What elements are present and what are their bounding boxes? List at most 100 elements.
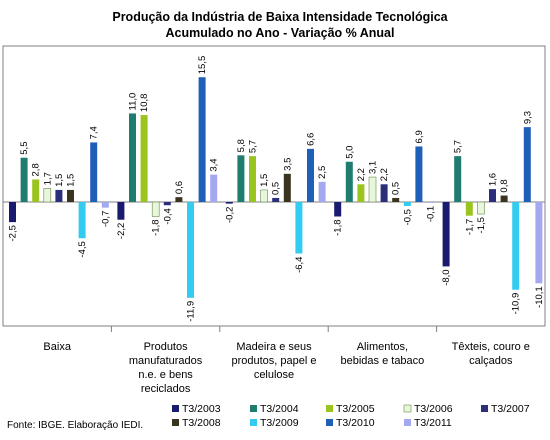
bar: [535, 202, 543, 284]
legend-label: T3/2009: [260, 417, 299, 429]
data-label: -11,9: [186, 301, 197, 322]
category-label: reciclados: [141, 383, 191, 395]
data-label: 5,7: [453, 140, 464, 153]
data-label: -10,9: [511, 293, 522, 315]
data-label: 2,5: [317, 166, 328, 179]
bar: [368, 176, 377, 203]
data-label: -1,8: [151, 219, 162, 235]
chart-title: Produção da Indústria de Baixa Intensida…: [112, 10, 448, 24]
legend-swatch: [326, 419, 333, 426]
bar: [415, 146, 423, 202]
data-label: 5,8: [236, 139, 247, 152]
data-label: -2,5: [8, 225, 19, 241]
bar: [392, 197, 400, 202]
data-label: -0,1: [426, 206, 437, 222]
bar: [500, 195, 508, 202]
bar: [163, 202, 171, 206]
bar: [151, 201, 160, 217]
data-label: -4,5: [77, 241, 88, 257]
bar: [43, 188, 52, 203]
category-label: manufaturados: [129, 355, 203, 367]
legend-swatch: [172, 419, 179, 426]
data-label: -1,8: [333, 219, 344, 235]
data-label: 0,5: [391, 182, 402, 195]
data-label: 5,5: [19, 142, 30, 155]
data-label: 1,5: [66, 174, 77, 187]
data-label: 10,8: [139, 94, 150, 113]
legend-swatch: [250, 405, 257, 412]
bar: [442, 202, 450, 267]
data-label: 3,1: [368, 161, 379, 174]
legend-label: T3/2008: [182, 417, 221, 429]
data-label: 15,5: [197, 56, 208, 75]
legend-label: T3/2010: [336, 417, 375, 429]
data-label: -0,4: [162, 208, 173, 224]
data-label: -0,5: [402, 209, 413, 225]
data-label: -0,2: [224, 207, 235, 223]
bar: [237, 155, 245, 202]
category-label: Alimentos,: [357, 341, 408, 353]
chart-subtitle: Acumulado no Ano - Variação % Anual: [166, 26, 395, 40]
bar: [307, 148, 314, 202]
bar: [260, 189, 268, 203]
bar: [129, 113, 136, 202]
category-label: bebidas e tabaco: [341, 355, 425, 367]
legend-swatch: [250, 419, 257, 426]
legend-label: T3/2011: [414, 417, 452, 429]
legend-label: T3/2004: [260, 403, 299, 415]
plot-area: [2, 45, 546, 327]
bar: [225, 202, 233, 204]
category-label: Têxteis, couro e: [452, 341, 530, 353]
data-label: 5,0: [344, 146, 355, 159]
category-label: calçados: [469, 355, 513, 367]
legend-label: T3/2007: [491, 403, 530, 415]
category-label: produtos, papel e: [231, 355, 316, 367]
bar: [210, 174, 218, 202]
data-label: 6,6: [306, 133, 317, 146]
bar: [198, 77, 206, 202]
data-label: -8,0: [441, 269, 452, 285]
category-label: Baixa: [43, 341, 71, 353]
legend-label: T3/2006: [414, 403, 453, 415]
data-label: -1,7: [464, 219, 475, 235]
bar: [427, 202, 434, 203]
bar: [187, 202, 194, 298]
data-label: 9,3: [522, 111, 533, 124]
bar: [117, 202, 125, 220]
legend: T3/2003 T3/2004 T3/2005 T3/2006 T3/2007 T3/20…: [172, 403, 530, 429]
data-label: 2,2: [356, 168, 367, 181]
data-label: 5,7: [248, 140, 259, 153]
category-label: celulose: [254, 369, 294, 381]
bar: [334, 202, 342, 217]
data-label: 2,8: [31, 163, 42, 176]
bar: [318, 181, 326, 202]
bar: [283, 173, 291, 202]
legend-swatch: [404, 419, 411, 426]
bar: [175, 197, 183, 202]
data-label: 0,6: [174, 181, 185, 194]
source-note: Fonte: IBGE. Elaboração IEDI.: [7, 420, 143, 431]
data-label: 0,8: [499, 179, 510, 192]
bar: [90, 142, 98, 202]
bar: [32, 179, 40, 202]
data-label: 3,5: [282, 158, 293, 171]
data-label: 1,7: [42, 172, 53, 185]
bar: [345, 161, 353, 202]
data-label: -1,5: [476, 217, 487, 233]
bar: [78, 202, 86, 239]
bar: [55, 189, 63, 202]
bar: [512, 202, 520, 290]
data-label: -10,1: [534, 286, 545, 308]
data-label: 7,4: [89, 126, 100, 139]
legend-swatch: [403, 404, 412, 413]
data-label: 1,5: [54, 174, 65, 187]
category-label: Madeira e seus: [236, 341, 312, 353]
bar: [20, 157, 28, 202]
category-label: n.e. e bens: [138, 369, 193, 381]
data-label: 6,9: [414, 130, 425, 143]
legend-swatch: [326, 405, 333, 412]
category-label: Produtos: [144, 341, 189, 353]
data-label: -0,7: [100, 211, 111, 227]
bar: [357, 184, 365, 202]
